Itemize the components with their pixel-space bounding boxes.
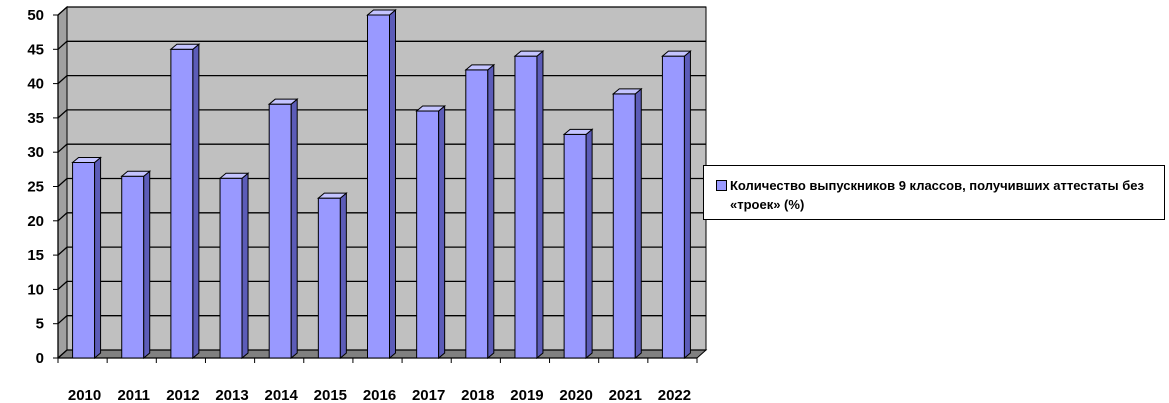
bar — [366, 8, 397, 360]
bar-top — [120, 170, 152, 177]
bar — [267, 98, 299, 360]
bar — [415, 104, 447, 360]
bar-front — [612, 93, 636, 359]
x-tick-label: 2014 — [265, 387, 299, 403]
gridline — [57, 6, 706, 16]
bar-top — [169, 43, 201, 50]
bar-front — [219, 177, 243, 359]
bar-side — [389, 8, 396, 360]
bar-front — [416, 110, 440, 359]
bar-side — [290, 98, 298, 360]
x-tick-label: 2020 — [559, 387, 592, 403]
x-tick-label: 2015 — [314, 387, 347, 403]
bar-side — [438, 104, 446, 360]
bar — [218, 172, 250, 360]
x-tick-labels: 2010 2011 2012 2013 2014 2015 2016 2017 2018 2019… — [68, 387, 691, 403]
x-tick-label: 2010 — [68, 387, 101, 403]
bar-front — [563, 133, 587, 359]
y-tick-label: 0 — [36, 350, 44, 367]
y-tick-label: 25 — [27, 179, 44, 196]
bar-side — [339, 192, 347, 360]
bar-top — [464, 64, 496, 71]
bar-top — [366, 9, 397, 16]
bar-top — [661, 50, 692, 57]
y-tick-label: 40 — [27, 76, 44, 93]
bar-top — [71, 156, 102, 163]
y-tick-label: 20 — [27, 213, 44, 230]
x-tick-label: 2021 — [609, 387, 642, 403]
y-tick-label: 15 — [27, 247, 44, 264]
bar-side — [634, 87, 642, 360]
bar-top — [316, 192, 348, 199]
x-tick-label: 2012 — [166, 387, 199, 403]
x-tick-label: 2018 — [461, 387, 494, 403]
bar — [611, 87, 643, 360]
bar-top — [513, 50, 545, 57]
y-tick-label: 5 — [36, 316, 44, 333]
bar-top — [218, 172, 250, 179]
gridline — [57, 40, 706, 50]
y-tick-label: 50 — [27, 7, 44, 24]
bar — [169, 43, 201, 360]
y-tick-label: 30 — [27, 144, 44, 161]
x-tick-label: 2011 — [117, 387, 150, 403]
legend-label: Количество выпускников 9 классов, получи… — [730, 178, 1144, 212]
legend: Количество выпускников 9 классов, получи… — [703, 165, 1165, 220]
bar-side — [487, 63, 495, 360]
bar-front — [367, 14, 390, 359]
bar-side — [536, 50, 544, 360]
y-tick-label: 35 — [27, 110, 44, 127]
bar-top — [267, 98, 299, 105]
bar-front — [465, 69, 489, 359]
y-tick-label: 45 — [27, 41, 44, 58]
bar — [513, 50, 545, 360]
bar-front — [170, 48, 194, 359]
bars — [71, 8, 692, 360]
bar-side — [241, 172, 249, 360]
bar-top — [415, 105, 447, 112]
bar-side — [192, 43, 200, 360]
legend-swatch — [716, 180, 727, 191]
bar-front — [72, 161, 96, 359]
y-tick-label: 10 — [27, 281, 44, 298]
bar — [562, 128, 594, 360]
bar-front — [268, 103, 292, 359]
bar-front — [121, 175, 145, 359]
x-tick-label: 2013 — [215, 387, 248, 403]
bar-top — [562, 128, 594, 135]
bar-side — [94, 156, 102, 360]
x-tick-label: 2022 — [658, 387, 691, 403]
bar — [661, 50, 692, 360]
bar — [316, 192, 348, 360]
bar — [71, 156, 102, 360]
bar-top — [611, 88, 643, 95]
x-tick-label: 2019 — [510, 387, 543, 403]
bar — [120, 170, 152, 360]
x-tick-label: 2017 — [412, 387, 445, 403]
bar-front — [317, 197, 341, 359]
bar-side — [683, 50, 691, 360]
y-tick-labels: 0 5 10 15 20 25 30 35 40 45 50 — [27, 7, 58, 367]
bar-front — [661, 55, 685, 359]
bar-side — [143, 170, 151, 360]
bar — [464, 63, 496, 360]
x-tick-label: 2016 — [363, 387, 396, 403]
bar-side — [585, 128, 593, 360]
bar-front — [514, 55, 538, 359]
